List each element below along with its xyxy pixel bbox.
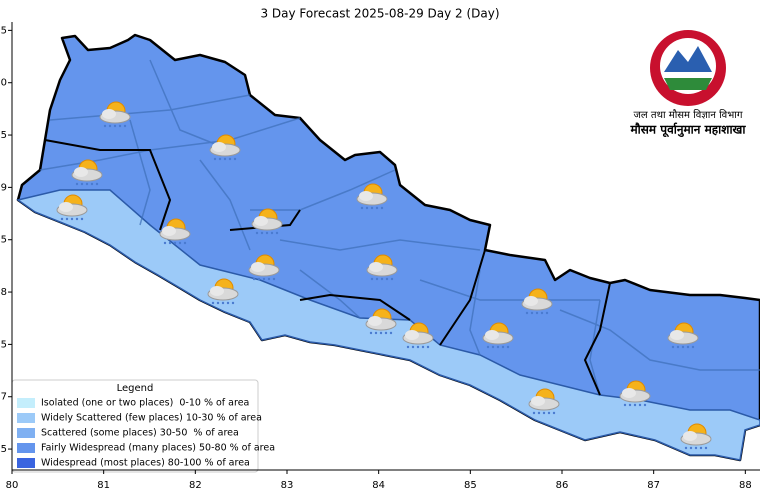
y-tick-label: 29 <box>0 182 7 193</box>
y-tick-label: 29.5 <box>0 130 7 141</box>
x-tick-label: 81 <box>97 480 110 491</box>
y-tick-label: 27.5 <box>0 339 7 350</box>
x-tick-label: 86 <box>556 480 569 491</box>
legend: Legend Isolated (one or two places) 0-10… <box>11 379 275 473</box>
x-tick-label: 84 <box>372 480 385 491</box>
emblem-line1: जल तथा मौसम विज्ञान विभाग <box>633 109 742 121</box>
legend-label: Fairly Widespread (many places) 50-80 % … <box>41 443 275 454</box>
y-tick-label: 28.5 <box>0 235 7 246</box>
y-tick-label: 30 <box>0 78 7 89</box>
x-tick-label: 80 <box>6 480 19 491</box>
legend-swatch <box>17 458 35 468</box>
province-lines <box>44 139 611 396</box>
legend-label: Scattered (some places) 30-50 % of area <box>41 428 239 439</box>
map-title: 3 Day Forecast 2025-08-29 Day 2 (Day) <box>260 7 499 21</box>
y-tick-label: 27 <box>0 392 7 403</box>
x-tick-label: 88 <box>739 480 752 491</box>
x-tick-label: 83 <box>281 480 294 491</box>
legend-swatch <box>17 398 35 408</box>
legend-label: Isolated (one or two places) 0-10 % of a… <box>41 398 249 409</box>
y-tick-label: 30.5 <box>0 25 7 36</box>
x-tick-label: 82 <box>189 480 202 491</box>
legend-swatch <box>17 428 35 438</box>
legend-label: Widely Scattered (few places) 10-30 % of… <box>41 413 262 424</box>
emblem-land <box>664 78 712 90</box>
y-tick-label: 28 <box>0 287 7 298</box>
legend-title: Legend <box>117 383 154 394</box>
legend-label: Widespread (most places) 80-100 % of are… <box>41 458 250 469</box>
y-tick-label: 26.5 <box>0 444 7 455</box>
emblem-mountain <box>664 46 712 72</box>
legend-swatch <box>17 413 35 423</box>
emblem-line2: मौसम पूर्वानुमान महाशाखा <box>630 123 747 138</box>
emblem: जल तथा मौसम विज्ञान विभाग मौसम पूर्वानुम… <box>630 30 747 138</box>
legend-swatch <box>17 443 35 453</box>
x-tick-label: 85 <box>464 480 477 491</box>
x-tick-label: 87 <box>647 480 660 491</box>
